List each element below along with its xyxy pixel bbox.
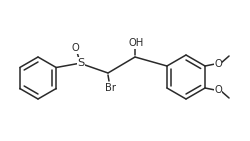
Text: O: O xyxy=(214,85,222,95)
Text: S: S xyxy=(78,58,84,68)
Text: O: O xyxy=(71,43,79,53)
Text: OH: OH xyxy=(128,38,144,48)
Text: Br: Br xyxy=(106,83,117,93)
Text: O: O xyxy=(214,59,222,69)
